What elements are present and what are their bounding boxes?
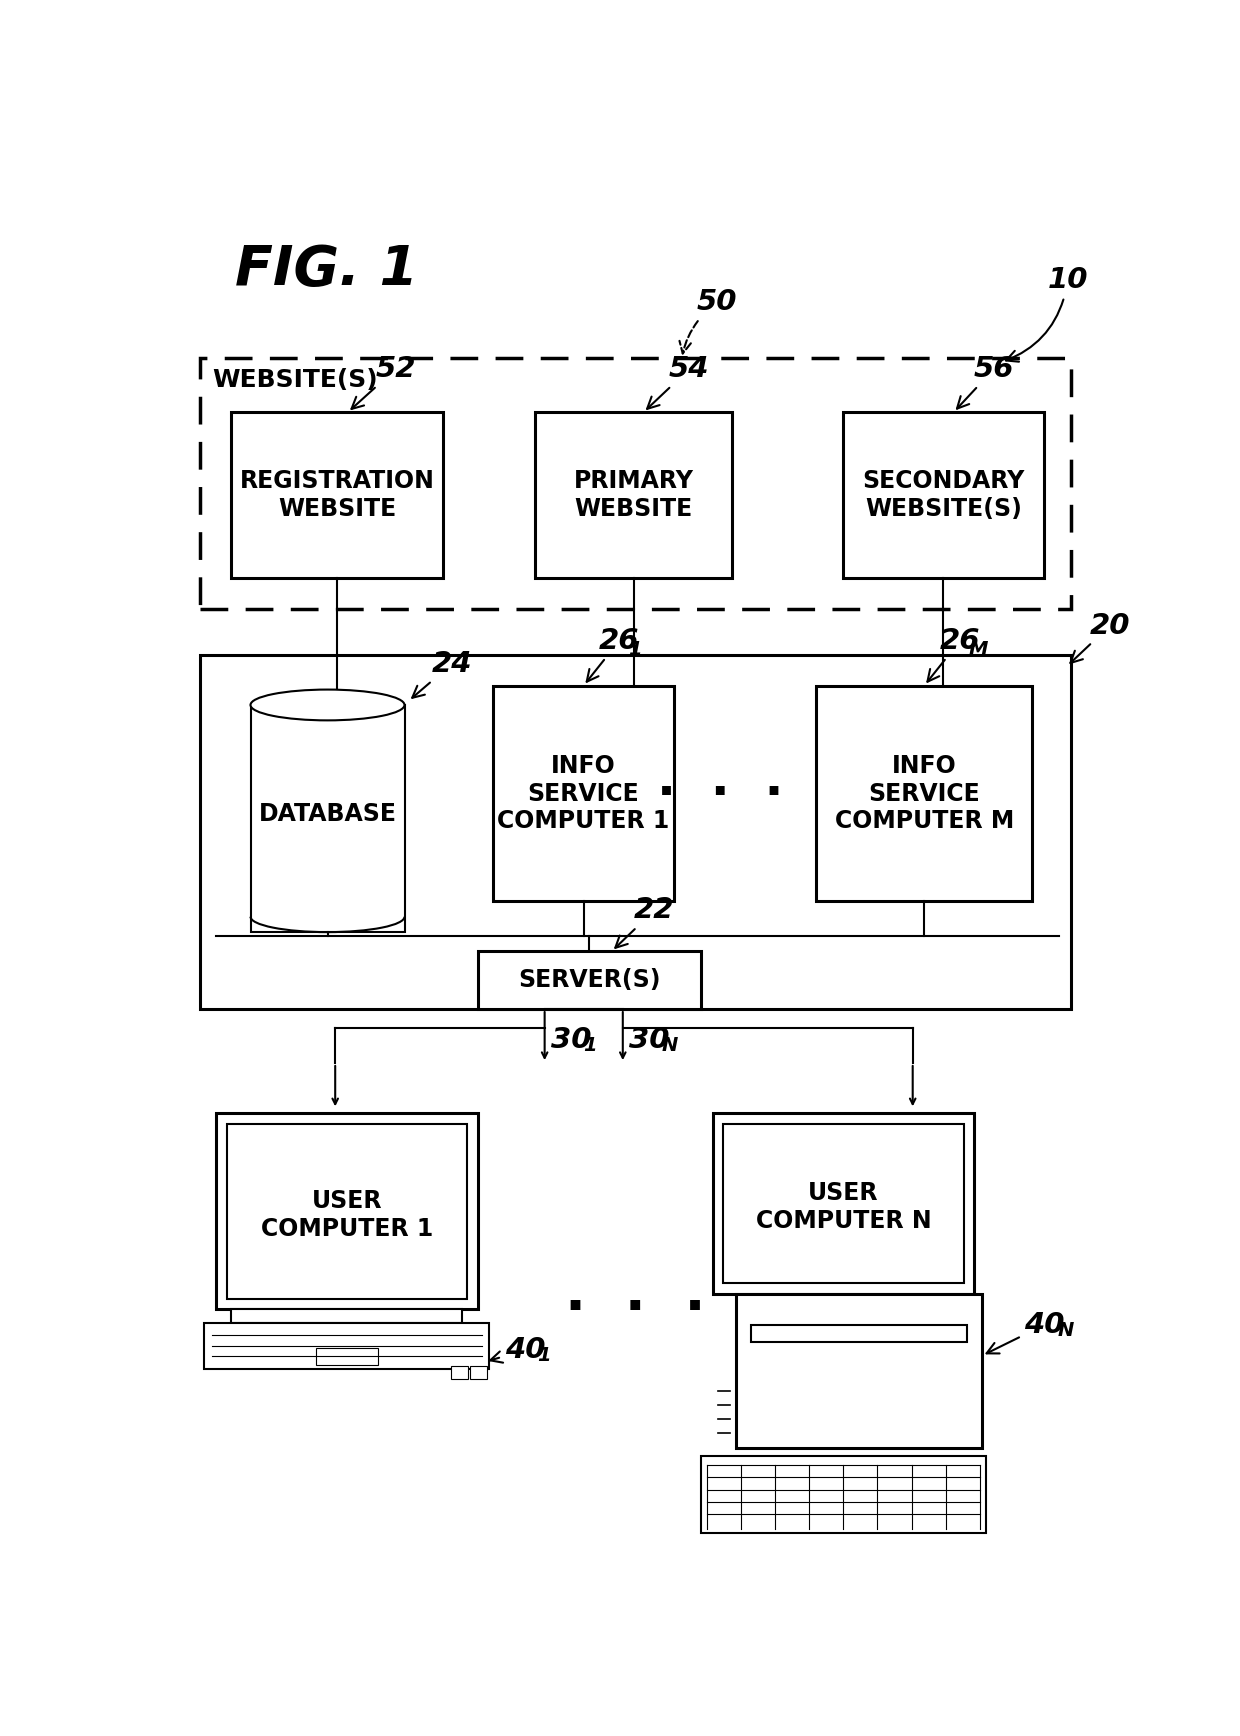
FancyBboxPatch shape [316, 1347, 377, 1364]
Text: 40: 40 [987, 1311, 1065, 1354]
Text: INFO
SERVICE
COMPUTER 1: INFO SERVICE COMPUTER 1 [497, 753, 670, 833]
FancyBboxPatch shape [231, 413, 443, 578]
Text: SECONDARY
WEBSITE(S): SECONDARY WEBSITE(S) [862, 469, 1024, 521]
FancyBboxPatch shape [713, 1113, 975, 1293]
FancyBboxPatch shape [536, 413, 732, 578]
Text: 30: 30 [551, 1026, 591, 1054]
Text: USER
COMPUTER N: USER COMPUTER N [755, 1182, 931, 1233]
FancyBboxPatch shape [701, 1457, 986, 1533]
FancyBboxPatch shape [751, 1325, 967, 1342]
Text: INFO
SERVICE
COMPUTER M: INFO SERVICE COMPUTER M [835, 753, 1014, 833]
Text: M: M [968, 641, 988, 658]
Text: 20: 20 [1070, 611, 1131, 663]
Text: 1: 1 [583, 1036, 596, 1055]
Ellipse shape [250, 689, 404, 720]
FancyBboxPatch shape [723, 1123, 963, 1283]
Text: 26: 26 [587, 627, 640, 682]
FancyBboxPatch shape [843, 413, 1044, 578]
FancyBboxPatch shape [231, 1309, 463, 1323]
Text: 50: 50 [680, 288, 738, 354]
FancyBboxPatch shape [450, 1366, 467, 1380]
Text: 54: 54 [647, 356, 709, 410]
Text: 40: 40 [490, 1337, 546, 1364]
Text: 24: 24 [412, 649, 472, 698]
Text: 26: 26 [928, 627, 980, 682]
Text: DATABASE: DATABASE [258, 802, 397, 826]
FancyBboxPatch shape [216, 1113, 477, 1309]
Text: 30: 30 [629, 1026, 670, 1054]
FancyBboxPatch shape [201, 654, 1070, 1009]
Text: 22: 22 [615, 896, 675, 948]
Text: FIG. 1: FIG. 1 [236, 243, 418, 297]
Text: REGISTRATION
WEBSITE: REGISTRATION WEBSITE [239, 469, 434, 521]
Text: 56: 56 [957, 356, 1014, 408]
Text: SERVER(S): SERVER(S) [518, 969, 661, 993]
FancyBboxPatch shape [735, 1293, 982, 1448]
Text: 1: 1 [537, 1345, 551, 1364]
FancyBboxPatch shape [227, 1123, 467, 1299]
FancyBboxPatch shape [494, 686, 675, 901]
Text: USER
COMPUTER 1: USER COMPUTER 1 [260, 1189, 433, 1241]
FancyBboxPatch shape [477, 951, 701, 1009]
Text: 10: 10 [1006, 266, 1087, 361]
Text: N: N [661, 1036, 678, 1055]
Text: 52: 52 [351, 356, 415, 410]
Text: 1: 1 [629, 641, 642, 658]
FancyBboxPatch shape [205, 1323, 490, 1370]
Text: ·  ·  ·: · · · [657, 769, 784, 818]
Text: ·  ·  ·: · · · [565, 1283, 706, 1337]
Text: PRIMARY
WEBSITE: PRIMARY WEBSITE [574, 469, 693, 521]
FancyBboxPatch shape [470, 1366, 487, 1380]
FancyBboxPatch shape [816, 686, 1032, 901]
Text: N: N [1058, 1321, 1074, 1340]
FancyBboxPatch shape [250, 705, 404, 932]
Text: WEBSITE(S): WEBSITE(S) [212, 368, 378, 392]
